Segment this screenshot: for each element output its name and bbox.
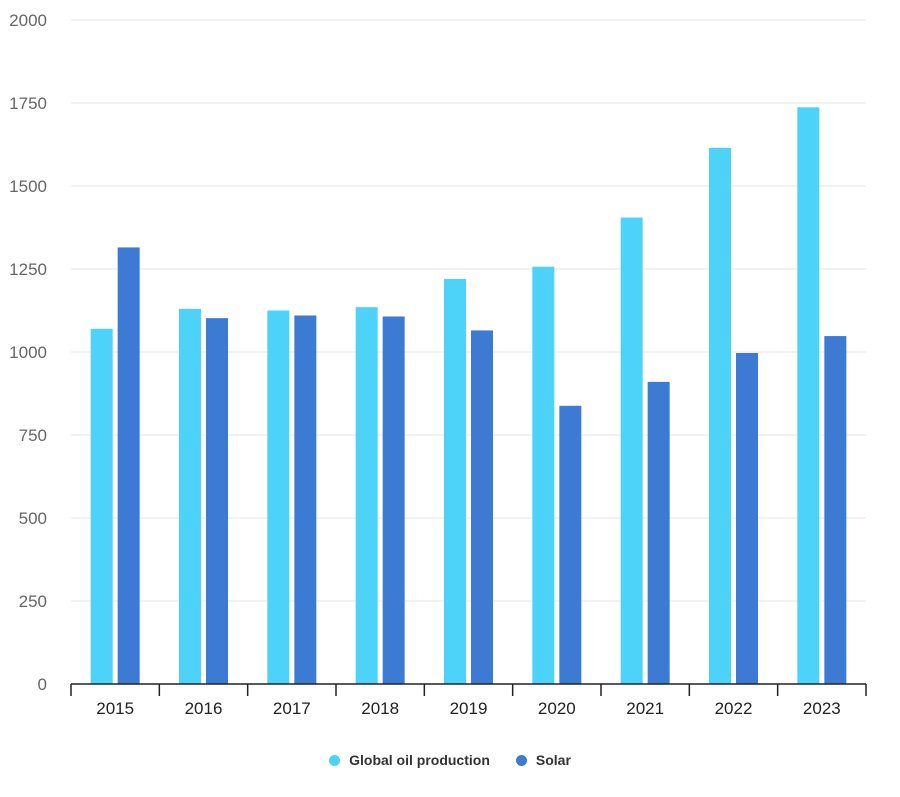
bar-solar-2022[interactable] bbox=[736, 352, 758, 684]
legend: Global oil production Solar bbox=[0, 752, 900, 768]
x-tick-label: 2018 bbox=[361, 699, 399, 718]
legend-label-oil: Global oil production bbox=[349, 752, 490, 768]
bar-oil-2021[interactable] bbox=[620, 217, 643, 685]
bar-oil-2020[interactable] bbox=[532, 266, 555, 684]
y-tick-label: 500 bbox=[19, 509, 47, 528]
y-tick-label: 250 bbox=[19, 592, 47, 611]
y-tick-label: 0 bbox=[38, 675, 47, 694]
x-tick-label: 2022 bbox=[715, 699, 753, 718]
legend-label-solar: Solar bbox=[535, 752, 571, 768]
bar-solar-2015[interactable] bbox=[117, 247, 140, 685]
bar-solar-2018[interactable] bbox=[382, 316, 405, 684]
y-tick-label: 1250 bbox=[9, 260, 47, 279]
legend-dot-solar bbox=[515, 754, 527, 766]
x-axis: 2015 2016 2017 2018 2019 2020 2021 2022 2023 bbox=[70, 683, 867, 718]
y-tick-label: 750 bbox=[19, 426, 47, 445]
x-tick-label: 2020 bbox=[538, 699, 576, 718]
bar-solar-2020[interactable] bbox=[559, 405, 582, 684]
bar-oil-2017[interactable] bbox=[267, 310, 290, 685]
gridlines bbox=[71, 19, 866, 602]
bar-solar-2021[interactable] bbox=[647, 381, 670, 684]
bars bbox=[90, 107, 847, 685]
bar-solar-2016[interactable] bbox=[206, 318, 228, 684]
legend-item-solar[interactable]: Solar bbox=[515, 752, 571, 768]
bar-solar-2023[interactable] bbox=[824, 336, 847, 684]
legend-dot-oil bbox=[329, 754, 341, 766]
bar-oil-2023[interactable] bbox=[797, 107, 820, 685]
bar-solar-2019[interactable] bbox=[471, 330, 493, 684]
x-tick-label: 2015 bbox=[96, 699, 134, 718]
x-tick-label: 2021 bbox=[626, 699, 664, 718]
bar-solar-2017[interactable] bbox=[294, 315, 317, 684]
y-axis: 0 250 500 750 1000 1250 1500 1750 2000 bbox=[9, 11, 47, 694]
y-tick-label: 1750 bbox=[9, 94, 47, 113]
bar-oil-2022[interactable] bbox=[709, 147, 731, 684]
x-tick-label: 2017 bbox=[273, 699, 311, 718]
bar-oil-2016[interactable] bbox=[179, 308, 201, 684]
bar-oil-2015[interactable] bbox=[90, 328, 113, 684]
y-tick-label: 1500 bbox=[9, 177, 47, 196]
x-tick-label: 2023 bbox=[803, 699, 841, 718]
bar-oil-2019[interactable] bbox=[444, 278, 466, 684]
bar-oil-2018[interactable] bbox=[355, 307, 378, 684]
legend-item-oil[interactable]: Global oil production bbox=[329, 752, 490, 768]
y-tick-label: 2000 bbox=[9, 11, 47, 30]
y-tick-label: 1000 bbox=[9, 343, 47, 362]
x-tick-label: 2016 bbox=[185, 699, 223, 718]
x-tick-label: 2019 bbox=[450, 699, 488, 718]
